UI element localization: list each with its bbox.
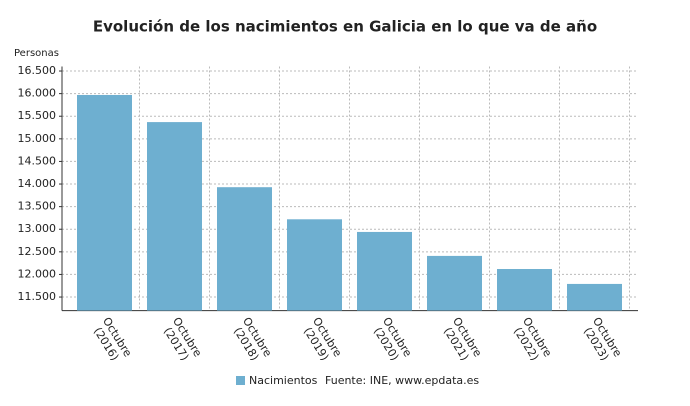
- y-tick-label: 13.000: [18, 222, 57, 235]
- bar: [427, 255, 482, 311]
- y-tick-label: 15.500: [18, 109, 57, 122]
- y-tick-label: 14.500: [18, 154, 57, 167]
- chart-title: Evolución de los nacimientos en Galicia …: [93, 18, 597, 36]
- source: Fuente: INE, www.epdata.es: [325, 374, 479, 387]
- bar: [357, 231, 412, 311]
- bar: [77, 94, 132, 311]
- y-tick-label: 12.000: [18, 267, 57, 280]
- legend-label: Nacimientos: [249, 374, 318, 387]
- bar: [147, 122, 202, 311]
- y-tick-label: 11.500: [18, 290, 57, 303]
- bar: [497, 269, 552, 311]
- bar: [287, 219, 342, 311]
- legend-swatch: [236, 376, 245, 385]
- y-tick-label: 13.500: [18, 200, 57, 213]
- y-tick-label: 15.000: [18, 132, 57, 145]
- y-tick-label: 12.500: [18, 245, 57, 258]
- y-tick-label: 14.000: [18, 177, 57, 190]
- bar: [567, 283, 622, 311]
- y-tick-label: 16.500: [18, 64, 57, 77]
- bar: [217, 187, 272, 311]
- y-tick-label: 16.000: [18, 87, 57, 100]
- y-axis-label: Personas: [14, 48, 59, 59]
